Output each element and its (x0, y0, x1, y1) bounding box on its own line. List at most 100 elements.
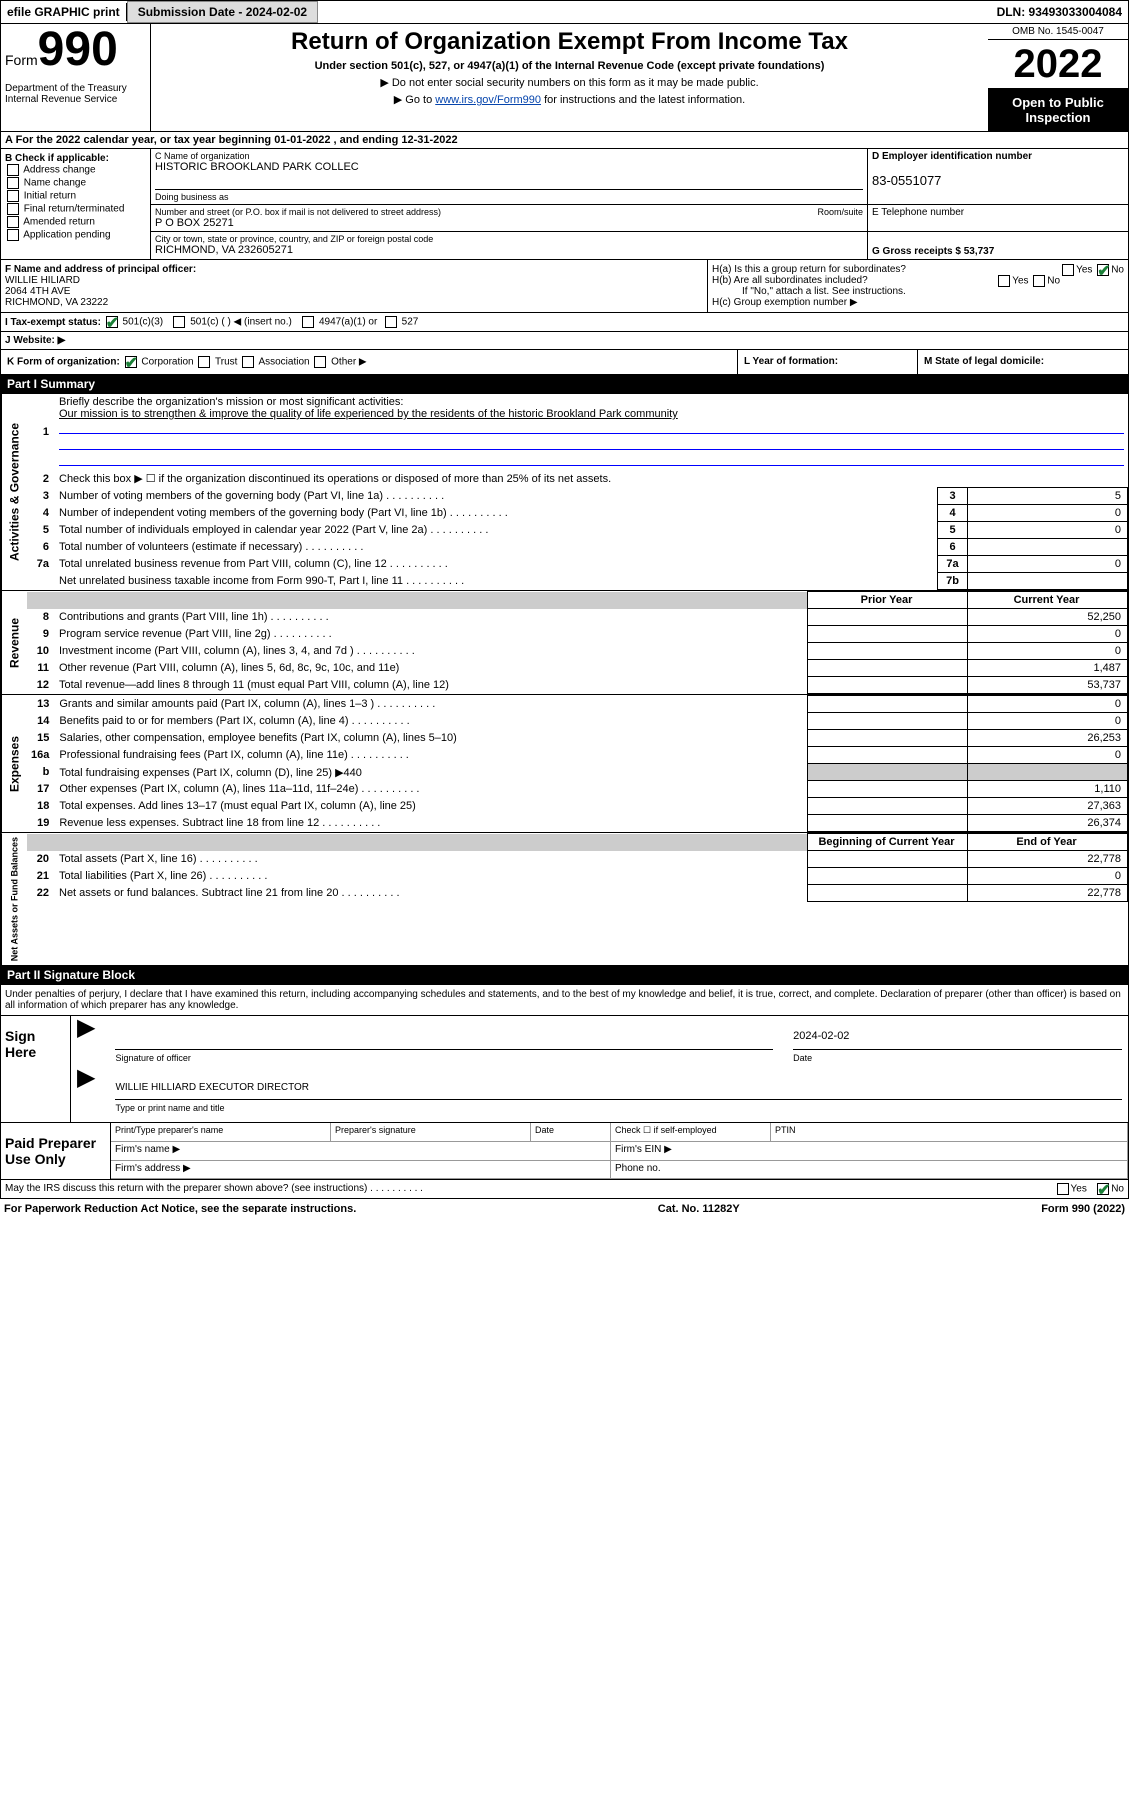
hb-label: H(b) Are all subordinates included? (712, 275, 868, 286)
cb-application-pending[interactable]: Application pending (5, 229, 146, 241)
paid-grid: Print/Type preparer's name Preparer's si… (111, 1123, 1128, 1179)
cb-final-return[interactable]: Final return/terminated (5, 203, 146, 215)
room-label: Room/suite (817, 207, 863, 217)
l1a: Briefly describe the organization's miss… (59, 396, 403, 408)
pp-date-hdr: Date (531, 1123, 611, 1142)
hb-no[interactable] (1033, 275, 1045, 287)
l10: Investment income (Part VIII, column (A)… (59, 645, 415, 657)
firm-name: Firm's name ▶ (111, 1142, 611, 1161)
paperwork-footer: For Paperwork Reduction Act Notice, see … (0, 1199, 1129, 1219)
hb-yes[interactable] (998, 275, 1010, 287)
paid-preparer-label: Paid Preparer Use Only (1, 1123, 111, 1179)
l7a: Total unrelated business revenue from Pa… (59, 558, 448, 570)
cb-527[interactable] (385, 316, 397, 328)
omb-number: OMB No. 1545-0047 (988, 24, 1128, 40)
cb-address-change[interactable]: Address change (5, 164, 146, 176)
hb-note: If "No," attach a list. See instructions… (712, 286, 1124, 297)
paid-preparer-block: Paid Preparer Use Only Print/Type prepar… (0, 1123, 1129, 1180)
pp-check-hdr: Check ☐ if self-employed (611, 1123, 771, 1142)
c20: 22,778 (968, 851, 1128, 868)
signature-line[interactable]: Signature of officer (115, 1022, 773, 1050)
c16a: 0 (968, 747, 1128, 764)
f-label: F Name and address of principal officer: (5, 264, 196, 275)
part1-rev-block: Revenue Prior YearCurrent Year 8Contribu… (0, 591, 1129, 695)
row-a-calendar-year: A For the 2022 calendar year, or tax yea… (0, 132, 1129, 149)
may-yes[interactable] (1057, 1183, 1069, 1195)
i-label: I Tax-exempt status: (5, 317, 101, 328)
l15: Salaries, other compensation, employee b… (59, 732, 456, 744)
firm-phone: Phone no. (611, 1161, 1128, 1180)
may-discuss-row: May the IRS discuss this return with the… (0, 1180, 1129, 1199)
side-revenue: Revenue (1, 591, 27, 694)
d-label: D Employer identification number (872, 151, 1032, 162)
pp-name-hdr: Print/Type preparer's name (111, 1123, 331, 1142)
note-link: ▶ Go to www.irs.gov/Form990 for instruct… (155, 93, 984, 106)
c19: 26,374 (968, 815, 1128, 832)
cb-initial-return[interactable]: Initial return (5, 190, 146, 202)
net-table: Beginning of Current YearEnd of Year 20T… (27, 833, 1128, 902)
cb-assoc[interactable] (242, 356, 254, 368)
row-i: I Tax-exempt status: 501(c)(3) 501(c) ( … (0, 313, 1129, 332)
irs-link[interactable]: www.irs.gov/Form990 (435, 94, 541, 106)
city-label: City or town, state or province, country… (155, 234, 863, 244)
c18: 27,363 (968, 798, 1128, 815)
dba-label: Doing business as (155, 189, 863, 202)
k-form-org: K Form of organization: Corporation Trus… (1, 350, 738, 374)
cb-other[interactable] (314, 356, 326, 368)
hc-label: H(c) Group exemption number ▶ (712, 297, 1124, 308)
cb-501c[interactable] (173, 316, 185, 328)
street-value: P O BOX 25271 (155, 217, 863, 229)
note2-post: for instructions and the latest informat… (541, 94, 745, 106)
v5: 0 (968, 522, 1128, 539)
cb-trust[interactable] (198, 356, 210, 368)
l17: Other expenses (Part IX, column (A), lin… (59, 783, 419, 795)
side-expenses: Expenses (1, 695, 27, 832)
officer-addr2: RICHMOND, VA 23222 (5, 297, 108, 308)
c13: 0 (968, 696, 1128, 713)
c-label: C Name of organization (155, 151, 863, 161)
beg-hdr: Beginning of Current Year (808, 834, 968, 851)
row-k-l-m: K Form of organization: Corporation Trus… (0, 350, 1129, 375)
l-year: L Year of formation: (738, 350, 918, 374)
cb-name-change[interactable]: Name change (5, 177, 146, 189)
firm-addr: Firm's address ▶ (111, 1161, 611, 1180)
c21: 0 (968, 868, 1128, 885)
dept-label: Department of the Treasury Internal Reve… (5, 83, 146, 105)
dln-label: DLN: 93493033004084 (991, 3, 1128, 21)
cb-amended-return[interactable]: Amended return (5, 216, 146, 228)
header-title-block: Return of Organization Exempt From Incom… (151, 24, 988, 131)
ha-no[interactable] (1097, 264, 1109, 276)
may-no[interactable] (1097, 1183, 1109, 1195)
b-title: B Check if applicable: (5, 153, 146, 164)
l14: Benefits paid to or for members (Part IX… (59, 715, 409, 727)
officer-name: WILLIE HILIARD (5, 275, 80, 286)
name-title-line: WILLIE HILLIARD EXECUTOR DIRECTORType or… (115, 1072, 1122, 1100)
c11: 1,487 (968, 660, 1128, 677)
cb-corp[interactable] (125, 356, 137, 368)
l3: Number of voting members of the governin… (59, 490, 444, 502)
tax-year: 2022 (988, 40, 1128, 89)
submission-date-button[interactable]: Submission Date - 2024-02-02 (127, 1, 318, 23)
city-value: RICHMOND, VA 232605271 (155, 244, 863, 256)
exp-table: 13Grants and similar amounts paid (Part … (27, 695, 1128, 832)
c8: 52,250 (968, 609, 1128, 626)
l8: Contributions and grants (Part VIII, lin… (59, 611, 329, 623)
j-label: J Website: ▶ (5, 335, 65, 346)
ha-label: H(a) Is this a group return for subordin… (712, 264, 906, 275)
ha-yes[interactable] (1062, 264, 1074, 276)
l4: Number of independent voting members of … (59, 507, 508, 519)
c22: 22,778 (968, 885, 1128, 902)
l21: Total liabilities (Part X, line 26) (59, 870, 267, 882)
part2-header: Part II Signature Block (0, 966, 1129, 985)
form-word: Form (5, 52, 38, 68)
f-officer: F Name and address of principal officer:… (1, 260, 708, 312)
form-subtitle: Under section 501(c), 527, or 4947(a)(1)… (155, 60, 984, 72)
prior-hdr: Prior Year (808, 592, 968, 609)
l5: Total number of individuals employed in … (59, 524, 488, 536)
cb-501c3[interactable] (106, 316, 118, 328)
cb-4947[interactable] (302, 316, 314, 328)
v7a: 0 (968, 556, 1128, 573)
l20: Total assets (Part X, line 16) (59, 853, 258, 865)
curr-hdr: Current Year (968, 592, 1128, 609)
l12: Total revenue—add lines 8 through 11 (mu… (59, 679, 449, 691)
